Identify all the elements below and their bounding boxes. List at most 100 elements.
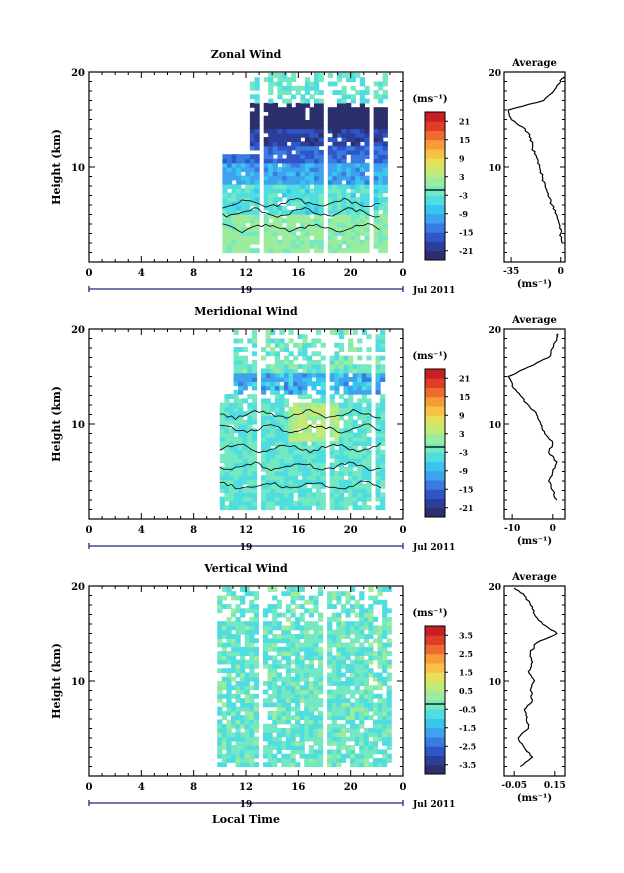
- heatmap-cell: [352, 483, 358, 489]
- heatmap-cell: [253, 659, 259, 665]
- heatmap-cell: [253, 608, 259, 614]
- heatmap-cell: [361, 368, 367, 374]
- heatmap-cell: [222, 158, 228, 164]
- heatmap-cell: [279, 436, 285, 442]
- day-label: 19: [240, 543, 253, 553]
- heatmap-cell: [331, 659, 337, 665]
- heatmap-cell: [242, 492, 248, 498]
- heatmap-cell: [327, 222, 333, 228]
- heatmap-cell: [274, 377, 280, 382]
- heatmap-cell: [272, 702, 278, 708]
- heatmap-cell: [267, 608, 273, 614]
- heatmap-cell: [318, 762, 324, 768]
- heatmap-cell: [251, 445, 258, 451]
- heatmap-cell: [231, 676, 237, 682]
- heatmap-cell: [240, 672, 246, 678]
- heatmap-cell: [285, 753, 292, 759]
- heatmap-cell: [316, 351, 322, 357]
- heatmap-cell: [364, 231, 370, 236]
- heatmap-cell: [382, 702, 388, 708]
- heatmap-cell: [222, 239, 228, 245]
- heatmap-cell: [375, 449, 381, 455]
- heatmap-cell: [382, 171, 388, 177]
- heatmap-cell: [245, 214, 251, 219]
- heatmap-cell: [320, 398, 326, 404]
- heatmap-cell: [233, 483, 239, 489]
- heatmap-cell: [359, 749, 365, 755]
- heatmap-cell: [272, 102, 278, 108]
- heatmap-cell: [306, 377, 312, 382]
- heatmap-cell: [386, 719, 392, 725]
- heatmap-cell: [350, 77, 356, 83]
- heatmap-cell: [300, 196, 306, 202]
- heatmap-cell: [288, 381, 294, 387]
- heatmap-cell: [302, 466, 308, 472]
- heatmap-cell: [293, 488, 299, 493]
- colorbar-swatch: [425, 213, 445, 224]
- heatmap-cell: [235, 663, 241, 669]
- heatmap-cell: [327, 111, 333, 117]
- heatmap-cell: [357, 492, 363, 498]
- heatmap-cell: [282, 226, 288, 232]
- heatmap-cell: [277, 209, 283, 215]
- heatmap-cell: [352, 449, 358, 455]
- heatmap-cell: [302, 389, 308, 395]
- heatmap-cell: [340, 685, 347, 691]
- heatmap-cell: [338, 415, 345, 421]
- heatmap-cell: [299, 745, 305, 750]
- heatmap-cell: [288, 364, 294, 370]
- heatmap-cell: [357, 432, 363, 438]
- colorbar-frame: [424, 368, 446, 518]
- heatmap-cell: [313, 685, 319, 691]
- heatmap-cell: [382, 107, 388, 113]
- heatmap-cell: [272, 646, 278, 652]
- heatmap-cell: [217, 728, 223, 733]
- heatmap-cell: [291, 124, 297, 130]
- heatmap-cell: [226, 758, 232, 763]
- heatmap-cell: [302, 500, 308, 506]
- heatmap-cell: [314, 209, 320, 215]
- heatmap-cell: [313, 698, 319, 703]
- heatmap-cell: [336, 120, 343, 125]
- heatmap-cell: [348, 496, 354, 502]
- heatmap-cell: [311, 381, 317, 387]
- heatmap-cell: [222, 209, 228, 215]
- heatmap-cell: [346, 111, 352, 117]
- y-tick-label: 20: [71, 325, 85, 336]
- heatmap-cell: [372, 672, 379, 678]
- heatmap-cell: [224, 492, 230, 498]
- heatmap-cell: [346, 201, 352, 207]
- heatmap-cell: [378, 175, 384, 181]
- heatmap-cell: [227, 218, 233, 224]
- heatmap-cell: [283, 445, 290, 451]
- heatmap-cell: [318, 115, 324, 121]
- heatmap-cell: [224, 411, 230, 417]
- heatmap-cell: [295, 201, 301, 207]
- heatmap-cell: [350, 689, 356, 695]
- heatmap-cell: [306, 402, 312, 408]
- heatmap-cell: [279, 475, 285, 481]
- heatmap-cell: [226, 736, 232, 742]
- heatmap-cell: [329, 445, 335, 451]
- heatmap-cell: [309, 124, 315, 130]
- heatmap-cell: [336, 749, 342, 755]
- heatmap-cell: [282, 149, 288, 155]
- heatmap-cell: [291, 243, 297, 249]
- heatmap-cell: [308, 702, 314, 708]
- heatmap-cell: [309, 128, 315, 134]
- heatmap-cell: [348, 441, 354, 446]
- heatmap-cell: [290, 762, 296, 768]
- heatmap-cell: [350, 676, 356, 682]
- heatmap-cell: [291, 111, 297, 117]
- heatmap-cell: [236, 222, 242, 228]
- date-label: Jul 2011: [412, 800, 455, 810]
- heatmap-cell: [336, 149, 343, 155]
- heatmap-cell: [293, 355, 299, 361]
- heatmap-cell: [229, 488, 235, 493]
- heatmap-cell: [231, 248, 237, 254]
- heatmap-cell: [253, 612, 259, 618]
- heatmap-cell: [249, 599, 255, 605]
- heatmap-cell: [340, 642, 347, 648]
- heatmap-cell: [345, 736, 351, 742]
